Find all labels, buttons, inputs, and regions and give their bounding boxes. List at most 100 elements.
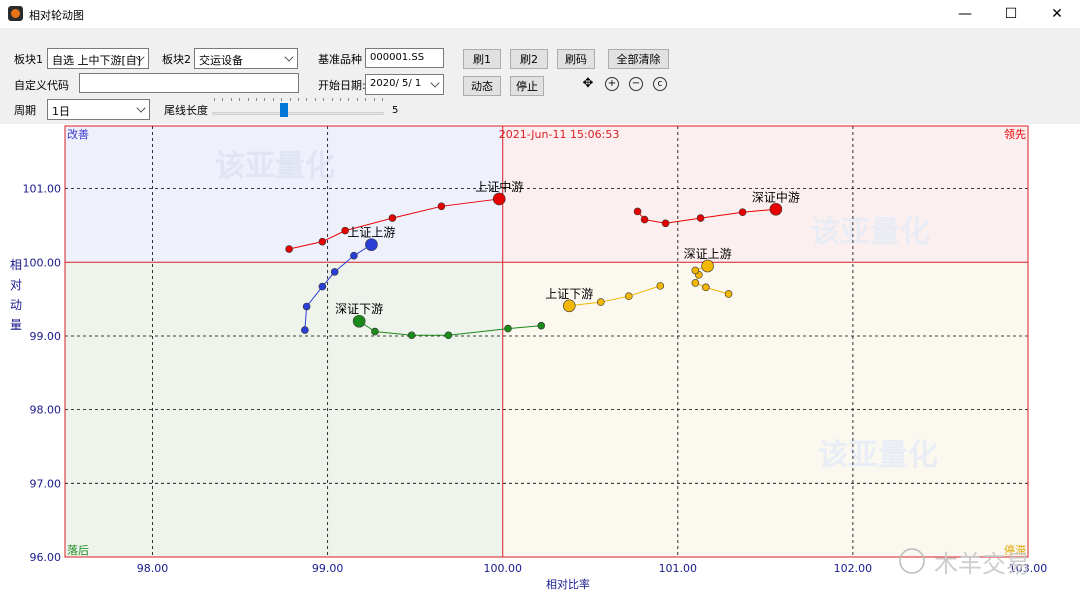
slider-tick [230, 98, 232, 101]
move-icon[interactable]: ✥ [582, 76, 594, 91]
slider-tick [289, 98, 291, 101]
board1-select[interactable]: 自选 上中下游[自] [47, 48, 149, 69]
chevron-down-icon [284, 52, 294, 62]
series-point[interactable] [318, 237, 327, 246]
slider-tick [222, 98, 224, 101]
series-point[interactable] [285, 245, 293, 253]
reset-icon[interactable]: c [653, 77, 667, 91]
board1-label: 板块1 [14, 53, 43, 66]
series-point[interactable] [702, 283, 710, 292]
board2-value: 交运设备 [199, 54, 243, 67]
series-point[interactable] [640, 215, 649, 224]
y-tick-label: 98.00 [30, 404, 62, 417]
series-point[interactable] [371, 327, 379, 336]
zoom-out-icon[interactable]: − [629, 77, 643, 91]
series-point[interactable] [330, 268, 339, 276]
series-point[interactable] [388, 214, 397, 222]
slider-tick [298, 98, 299, 101]
x-tick-label: 99.00 [312, 562, 344, 575]
series-point[interactable] [301, 326, 309, 334]
animate-button[interactable]: 动态 [463, 76, 501, 96]
start-date-value: 2020/ 5/ 1 [370, 78, 422, 89]
start-date-picker[interactable]: 2020/ 5/ 1 [365, 74, 444, 95]
benchmark-input[interactable]: 000001.SS [365, 48, 444, 68]
clear-all-button[interactable]: 全部清除 [608, 49, 669, 69]
slider-tick [323, 98, 325, 101]
tail-length-slider-track[interactable] [212, 112, 384, 115]
series-point[interactable] [624, 292, 633, 300]
slider-tick [348, 98, 350, 101]
footer-watermark: 木羊交易 [934, 550, 1030, 578]
custom-code-input[interactable] [79, 73, 299, 93]
period-select[interactable]: 1日 [47, 99, 150, 120]
series-point[interactable] [437, 202, 446, 211]
app-icon [8, 6, 23, 21]
series-point[interactable] [656, 282, 665, 290]
series-point[interactable] [318, 282, 327, 291]
board2-select[interactable]: 交运设备 [194, 48, 298, 69]
slider-tick [214, 98, 215, 101]
series-point[interactable] [724, 290, 733, 298]
minimize-button[interactable]: — [958, 6, 972, 22]
slider-tick [239, 98, 241, 101]
stop-button[interactable]: 停止 [510, 76, 544, 96]
series-point[interactable] [633, 207, 642, 216]
quadrant-weakening [502, 262, 1028, 557]
x-axis-label: 相对比率 [546, 577, 590, 591]
series-point[interactable] [537, 321, 546, 330]
series-point[interactable] [341, 226, 349, 235]
series-point[interactable] [302, 302, 311, 311]
slider-tick [306, 98, 308, 101]
maximize-button[interactable]: ☐ [1004, 6, 1018, 22]
series-label: 上证中游 [475, 179, 523, 194]
y-axis-label-char: 动 [10, 298, 22, 312]
slider-tick [281, 98, 283, 101]
series-point[interactable] [352, 314, 366, 328]
series-point[interactable] [365, 238, 378, 251]
series-point[interactable] [701, 259, 714, 273]
series-point[interactable] [492, 192, 506, 206]
x-tick-label: 102.00 [834, 562, 873, 575]
zoom-in-icon[interactable]: + [605, 77, 619, 91]
timestamp: 2021-Jun-11 15:06:53 [499, 128, 620, 141]
slider-tick [356, 98, 358, 101]
y-axis-label-char: 量 [10, 318, 22, 332]
series-point[interactable] [696, 214, 705, 222]
close-button[interactable]: ✕ [1051, 6, 1063, 22]
series-point[interactable] [596, 298, 605, 306]
quadrant-leading [502, 126, 1028, 263]
series-point[interactable] [769, 202, 783, 216]
slider-tick [247, 98, 249, 101]
title-bar: 相对轮动图 — ☐ ✕ [0, 0, 1080, 28]
y-tick-label: 100.00 [23, 256, 62, 269]
series-point[interactable] [444, 331, 453, 340]
series-point[interactable] [691, 266, 700, 275]
wechat-icon [899, 548, 925, 574]
slider-tick [365, 98, 367, 101]
x-tick-label: 100.00 [483, 562, 522, 575]
refresh1-button[interactable]: 刷1 [463, 49, 501, 69]
series-point[interactable] [407, 331, 416, 340]
refresh2-button[interactable]: 刷2 [510, 49, 548, 69]
slider-tick [340, 98, 341, 101]
series-point[interactable] [504, 324, 512, 333]
tail-length-slider-thumb[interactable] [280, 103, 288, 117]
y-tick-label: 101.00 [23, 183, 62, 196]
plot-frame [64, 125, 1029, 558]
series-point[interactable] [691, 279, 700, 287]
series-point[interactable] [738, 208, 747, 216]
tail-length-label: 尾线长度 [164, 104, 208, 117]
refresh-code-button[interactable]: 刷码 [557, 49, 595, 69]
rotation-chart[interactable]: 该亚量化 该亚量化 该亚量化 98.00 99.00 100.00 101.00 102.00… [0, 124, 1080, 608]
calendar-dropdown-icon [430, 78, 440, 88]
series-point[interactable] [661, 219, 670, 228]
benchmark-label: 基准品种 [318, 53, 362, 66]
series-label: 上证上游 [347, 226, 395, 240]
series-point[interactable] [562, 299, 576, 313]
series-point[interactable] [350, 251, 358, 260]
x-tick-label: 103.00 [1009, 562, 1048, 575]
chevron-down-icon [136, 103, 146, 113]
period-label: 周期 [14, 104, 36, 117]
board1-value: 自选 上中下游[自] [52, 54, 142, 67]
